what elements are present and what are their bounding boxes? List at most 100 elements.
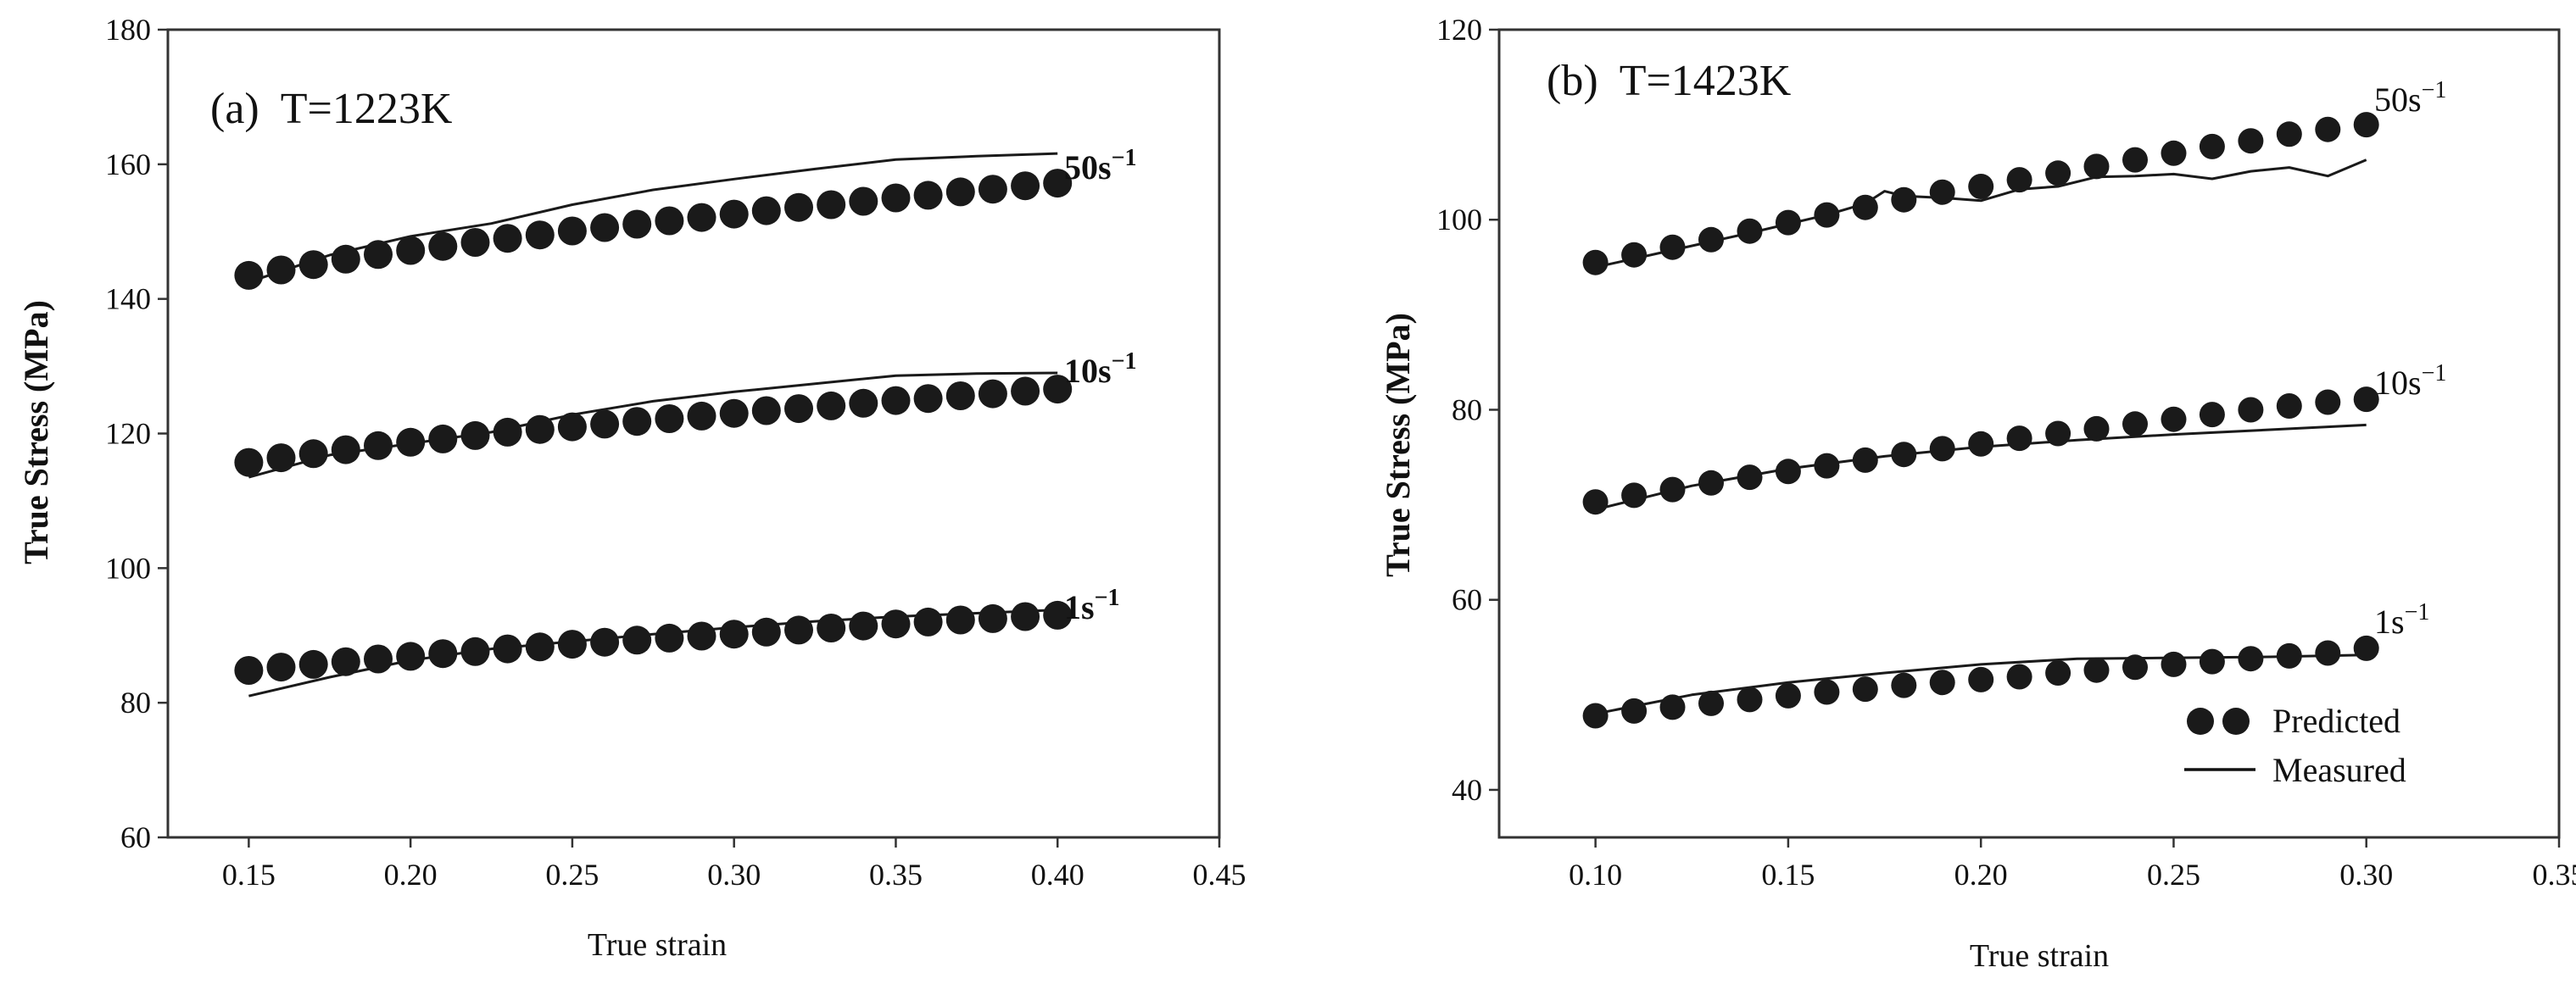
predicted-point-50s-1 xyxy=(2353,112,2379,138)
predicted-point-1s-1 xyxy=(428,639,458,669)
predicted-point-1s-1 xyxy=(1852,676,1878,703)
predicted-point-10s-1 xyxy=(2161,406,2187,432)
panel-title-b: (b) T=1423K xyxy=(1547,57,1792,105)
predicted-point-50s-1 xyxy=(655,206,684,236)
predicted-points-a xyxy=(234,169,1073,685)
predicted-point-1s-1 xyxy=(817,614,846,642)
y-axis-label-b: True Stress (MPa) xyxy=(1379,313,1417,577)
predicted-point-10s-1 xyxy=(460,420,490,450)
y-tick-label: 100 xyxy=(1436,203,1482,236)
predicted-point-10s-1 xyxy=(1891,442,1917,468)
predicted-point-50s-1 xyxy=(2238,128,2264,154)
y-tick-label: 120 xyxy=(105,417,151,451)
predicted-point-1s-1 xyxy=(298,649,328,679)
panel-a: 0.15 0.20 0.25 0.30 0.35 0.40 0.45 60 80 100 120 14… xyxy=(17,13,1246,963)
x-tick-label: 0.35 xyxy=(869,858,923,892)
y-tick-label: 160 xyxy=(105,147,151,181)
predicted-point-1s-1 xyxy=(2006,664,2032,690)
predicted-point-1s-1 xyxy=(2083,657,2110,683)
predicted-point-10s-1 xyxy=(1737,464,1763,491)
predicted-point-1s-1 xyxy=(2199,648,2225,675)
predicted-point-1s-1 xyxy=(784,615,813,645)
x-axis-label-a: True strain xyxy=(588,927,727,963)
predicted-point-1s-1 xyxy=(1043,600,1073,630)
predicted-point-50s-1 xyxy=(525,220,555,250)
predicted-point-1s-1 xyxy=(493,634,522,664)
x-tick-label: 0.45 xyxy=(1193,858,1246,892)
predicted-point-10s-1 xyxy=(784,394,813,424)
predicted-point-1s-1 xyxy=(881,609,911,639)
predicted-point-10s-1 xyxy=(719,398,749,428)
predicted-point-50s-1 xyxy=(266,255,296,285)
predicted-point-10s-1 xyxy=(2276,393,2302,419)
predicted-point-1s-1 xyxy=(1621,698,1648,724)
predicted-point-1s-1 xyxy=(2353,635,2379,661)
predicted-point-1s-1 xyxy=(1968,666,1994,692)
predicted-point-50s-1 xyxy=(234,260,264,290)
predicted-point-10s-1 xyxy=(817,391,846,420)
predicted-point-50s-1 xyxy=(2045,160,2071,186)
predicted-point-50s-1 xyxy=(687,203,716,232)
predicted-points-b xyxy=(1582,112,2379,729)
y-tick-label: 120 xyxy=(1436,13,1482,47)
axis-ticks-a: 0.15 0.20 0.25 0.30 0.35 0.40 0.45 60 80 100 120 14… xyxy=(105,13,1246,892)
x-tick-label: 0.30 xyxy=(707,858,761,892)
predicted-point-50s-1 xyxy=(2006,167,2032,193)
predicted-point-1s-1 xyxy=(2045,660,2071,686)
predicted-point-10s-1 xyxy=(2006,425,2032,452)
predicted-point-1s-1 xyxy=(719,620,749,649)
predicted-point-10s-1 xyxy=(1621,482,1648,509)
legend-measured-label: Measured xyxy=(2272,751,2406,789)
y-axis-label-a: True Stress (MPa) xyxy=(17,300,55,564)
predicted-point-50s-1 xyxy=(622,209,652,239)
x-tick-label: 0.25 xyxy=(545,858,599,892)
predicted-point-50s-1 xyxy=(1659,234,1686,260)
x-tick-label: 0.35 xyxy=(2533,858,2576,892)
predicted-point-10s-1 xyxy=(1852,447,1878,473)
predicted-point-10s-1 xyxy=(2238,397,2264,423)
predicted-point-10s-1 xyxy=(2199,402,2225,428)
rate-labels-a: 50s−1 10s−1 1s−1 xyxy=(1064,145,1137,626)
predicted-point-50s-1 xyxy=(849,186,878,216)
predicted-point-50s-1 xyxy=(1698,226,1724,253)
x-tick-label: 0.15 xyxy=(222,858,276,892)
x-axis-label-b: True strain xyxy=(1970,938,2109,974)
predicted-point-1s-1 xyxy=(2276,642,2302,669)
predicted-point-1s-1 xyxy=(687,621,716,651)
predicted-point-50s-1 xyxy=(396,236,426,265)
predicted-point-1s-1 xyxy=(1929,670,1955,696)
predicted-point-10s-1 xyxy=(2045,420,2071,447)
predicted-point-50s-1 xyxy=(1737,218,1763,244)
predicted-point-10s-1 xyxy=(1968,431,1994,457)
predicted-point-50s-1 xyxy=(1968,174,1994,199)
predicted-point-1s-1 xyxy=(2238,646,2264,672)
y-tick-label: 140 xyxy=(105,282,151,316)
predicted-point-50s-1 xyxy=(1929,179,1955,205)
predicted-point-50s-1 xyxy=(2161,140,2187,166)
legend: Predicted Measured xyxy=(2184,702,2406,789)
predicted-point-1s-1 xyxy=(2122,654,2148,681)
predicted-point-50s-1 xyxy=(1011,171,1040,201)
predicted-point-10s-1 xyxy=(687,401,716,431)
legend-predicted-label: Predicted xyxy=(2272,702,2400,740)
predicted-point-50s-1 xyxy=(590,213,620,242)
predicted-point-1s-1 xyxy=(655,623,684,653)
predicted-point-10s-1 xyxy=(590,409,620,439)
predicted-point-10s-1 xyxy=(945,381,975,410)
predicted-point-10s-1 xyxy=(2315,389,2341,415)
predicted-point-1s-1 xyxy=(266,653,296,682)
predicted-point-1s-1 xyxy=(460,637,490,666)
predicted-point-10s-1 xyxy=(557,412,587,442)
predicted-point-1s-1 xyxy=(590,627,620,657)
y-tick-label: 80 xyxy=(120,686,151,720)
y-tick-label: 60 xyxy=(120,820,151,854)
predicted-point-10s-1 xyxy=(1043,375,1073,404)
y-tick-label: 180 xyxy=(105,13,151,47)
rate-label-1s-1: 1s−1 xyxy=(1064,585,1120,626)
rate-label-50s-1: 50s−1 xyxy=(1064,145,1137,186)
predicted-point-1s-1 xyxy=(1011,602,1040,631)
predicted-point-50s-1 xyxy=(2276,121,2302,147)
predicted-point-50s-1 xyxy=(719,199,749,229)
predicted-point-50s-1 xyxy=(2199,133,2225,159)
